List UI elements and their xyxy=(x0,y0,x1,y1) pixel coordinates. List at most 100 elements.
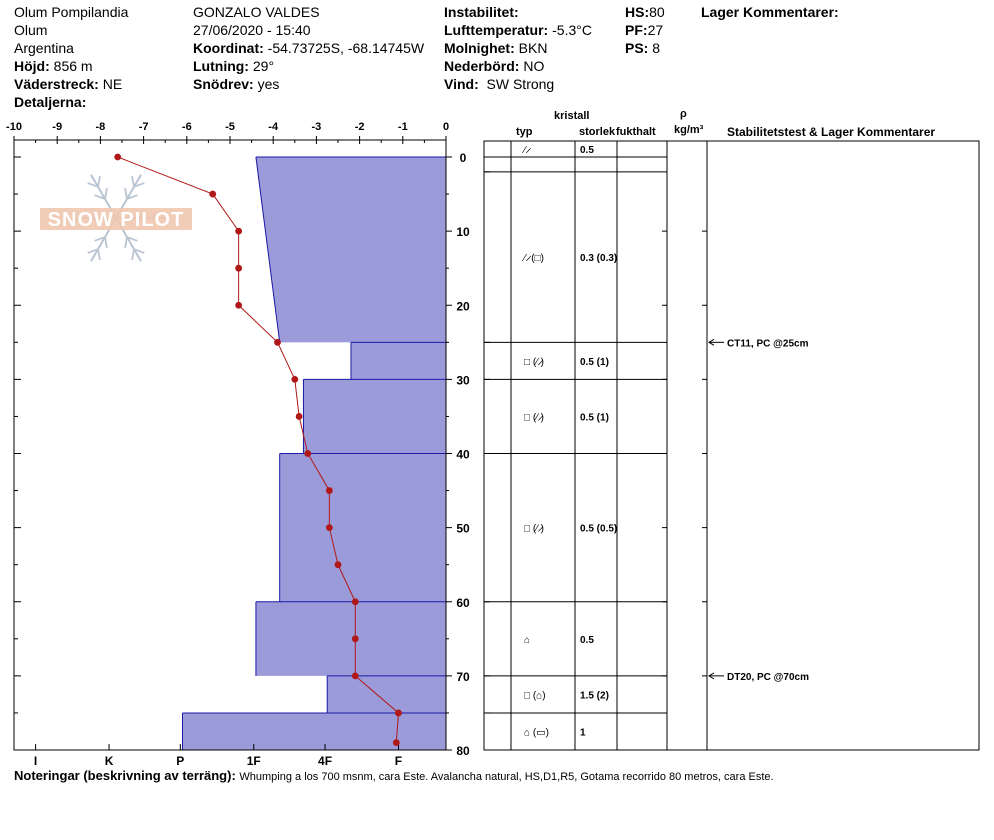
penetration-ski-label: PS: xyxy=(625,40,649,56)
penetration-foot-value: 27 xyxy=(647,22,664,38)
type-column-header: typ xyxy=(516,126,533,138)
stability-arrow-head xyxy=(708,672,715,680)
snowflake-branch xyxy=(97,175,101,187)
depth-tick-label: 60 xyxy=(456,596,470,610)
layer-table: ⁄ ̷ 0.5 ⁄ ̷ (□) 0.3 (0.3) □ (⁄ ̷) 0.5 (1) □ (⁄… xyxy=(483,140,980,751)
temperature-point xyxy=(274,338,281,346)
aspect-value: NE xyxy=(102,76,123,92)
temperature-point xyxy=(325,524,333,532)
layer-crystal-size: 0.5 xyxy=(580,145,594,156)
snow-height: HS:80 xyxy=(625,5,665,19)
temperature-point xyxy=(235,301,243,309)
hardness-layer xyxy=(255,157,446,343)
hardness-layer xyxy=(327,675,446,713)
snow-drift: Snödrev: yes xyxy=(193,77,279,91)
layer-comments-label: Lager Kommentarer: xyxy=(701,4,839,20)
observation-datetime: 27/06/2020 - 15:40 xyxy=(193,22,311,38)
notes: Noteringar (beskrivning av terräng): Whu… xyxy=(14,769,774,783)
slope: Lutning: 29° xyxy=(193,59,274,73)
hardness-layer xyxy=(255,601,446,676)
temperature-point xyxy=(209,190,217,198)
air-temperature-value: -5.3°C xyxy=(552,22,592,38)
snowflake-branch xyxy=(133,248,145,254)
aspect-label: Väderstreck: xyxy=(14,76,99,92)
layer-crystal-size: 0.5 (1) xyxy=(580,357,609,368)
penetration-ski: PS: 8 xyxy=(625,41,660,55)
hardness-profile xyxy=(181,156,447,750)
observer-name: GONZALO VALDES xyxy=(193,4,320,20)
elevation-value: 856 m xyxy=(53,58,93,74)
instability-label: Instabilitet: xyxy=(444,4,519,20)
temperature-axis: -10 -9 -8 -7 -6 -5 -4 -3 -2 -1 0 xyxy=(6,121,449,144)
elevation-label: Höjd: xyxy=(14,58,50,74)
snowflake-branch xyxy=(126,194,138,200)
temperature-tick-label: -9 xyxy=(52,121,62,133)
coordinates-value: -54.73725S, -68.14745W xyxy=(267,40,425,56)
temperature-tick-label: -4 xyxy=(268,121,279,133)
hardness-tick-label: I xyxy=(34,754,37,768)
temperature-tick-label: -6 xyxy=(182,121,192,133)
layer-table-frame xyxy=(483,140,980,751)
hardness-layer xyxy=(182,712,447,750)
sky-cover: Molnighet: BKN xyxy=(444,41,547,55)
snowflake-branch xyxy=(133,182,145,188)
snowflake-branch xyxy=(131,175,135,187)
country-name: Argentina xyxy=(14,40,74,56)
temperature-tick-label: -7 xyxy=(139,121,149,133)
snow-drift-value: yes xyxy=(257,76,280,92)
layer-crystal-size: 0.5 (1) xyxy=(580,412,609,423)
hardness-tick-label: K xyxy=(105,754,114,768)
temperature-point xyxy=(392,739,400,746)
layer-crystal-type: □ (⁄ ̷) xyxy=(524,357,544,368)
snowflake-branch xyxy=(97,249,101,261)
snowflake-branch xyxy=(87,248,99,254)
snowflake-branch xyxy=(124,236,128,249)
precipitation-label: Nederbörd: xyxy=(444,58,520,74)
temperature-profile xyxy=(114,153,402,746)
layer-crystal-type: ⌂ xyxy=(524,635,530,646)
layer-crystal-size: 1 xyxy=(580,727,586,738)
wind-value: SW Strong xyxy=(486,76,555,92)
snowflake-branch xyxy=(104,236,108,249)
precipitation: Nederbörd: NO xyxy=(444,59,544,73)
temperature-point xyxy=(304,450,312,457)
snow-height-label: HS: xyxy=(625,4,650,20)
stability-test-label: CT11, PC @25cm xyxy=(727,338,809,349)
temperature-point xyxy=(325,487,333,494)
sky-cover-value: BKN xyxy=(518,40,548,56)
temperature-tick-label: -5 xyxy=(225,121,235,133)
notes-label: Noteringar (beskrivning av terräng): xyxy=(14,768,236,783)
stability-tests: CT11, PC @25cm DT20, PC @70cm xyxy=(708,338,809,683)
depth-tick-label: 70 xyxy=(456,670,470,684)
aspect: Väderstreck: NE xyxy=(14,77,122,91)
temperature-point xyxy=(235,227,243,235)
temperature-tick-label: -3 xyxy=(312,121,322,133)
density-symbol: ρ xyxy=(680,108,687,120)
temperature-point xyxy=(114,153,122,161)
notes-text: Whumping a los 700 msnm, cara Este. Aval… xyxy=(239,771,774,783)
moisture-column-header: fukthalt xyxy=(616,126,656,138)
depth-tick-label: 80 xyxy=(456,744,470,758)
hardness-layer xyxy=(279,453,446,602)
sky-cover-label: Molnighet: xyxy=(444,40,515,56)
temperature-tick-label: -8 xyxy=(96,121,106,133)
layer-crystal-size: 0.5 xyxy=(580,635,594,646)
elevation: Höjd: 856 m xyxy=(14,59,93,73)
depth-tick-label: 30 xyxy=(456,373,470,387)
snowflake-branch xyxy=(94,236,106,242)
hardness-layer xyxy=(350,342,446,380)
depth-tick-label: 40 xyxy=(456,448,470,462)
snowpilot-watermark: SNOW PILOT xyxy=(40,174,192,262)
temperature-tick-label: -2 xyxy=(355,121,365,133)
watermark-band xyxy=(40,208,192,230)
stability-test-label: DT20, PC @70cm xyxy=(727,672,809,683)
air-temperature-label: Lufttemperatur: xyxy=(444,22,549,38)
temperature-point xyxy=(291,375,299,383)
slope-value: 29° xyxy=(252,58,275,74)
hardness-layer xyxy=(303,379,446,454)
coordinates: Koordinat: -54.73725S, -68.14745W xyxy=(193,41,424,55)
layer-crystal-size: 1.5 (2) xyxy=(580,690,609,701)
wind: Vind: SW Strong xyxy=(444,77,554,91)
crystal-column-header: kristall xyxy=(554,110,590,122)
